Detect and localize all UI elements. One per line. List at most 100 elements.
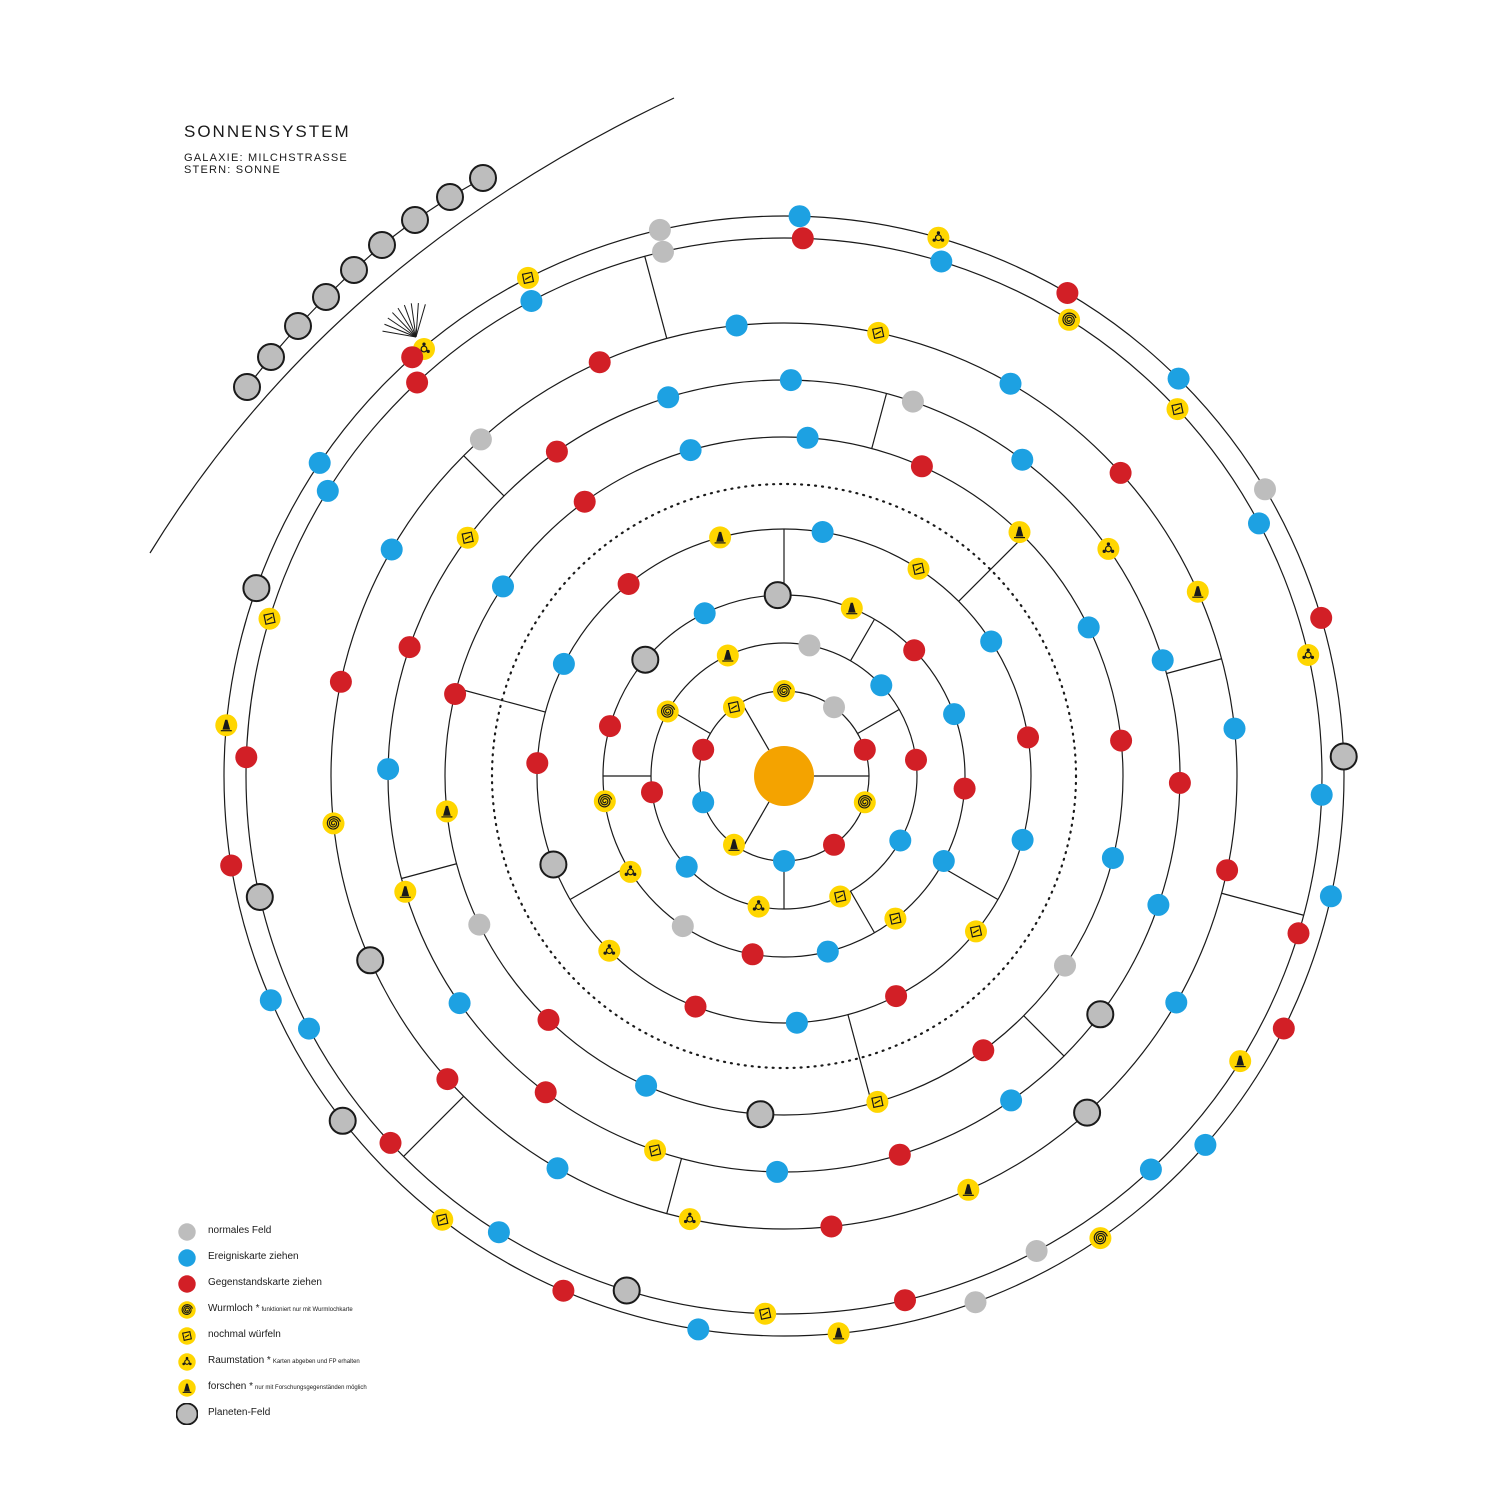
legend-swatch[interactable]	[178, 1327, 196, 1345]
field-reroll[interactable]	[829, 885, 852, 908]
field-item[interactable]	[1056, 282, 1079, 304]
field-item[interactable]	[401, 346, 424, 369]
field-wormhole[interactable]	[593, 790, 616, 813]
field-event[interactable]	[1011, 828, 1034, 851]
field-reroll[interactable]	[754, 1302, 777, 1325]
field-research[interactable]	[1229, 1050, 1252, 1073]
field-event[interactable]	[785, 1011, 808, 1034]
field-item[interactable]	[537, 1008, 560, 1031]
field-event[interactable]	[687, 1318, 710, 1341]
field-item[interactable]	[641, 781, 663, 804]
field-item[interactable]	[398, 636, 421, 659]
field-reroll[interactable]	[456, 526, 479, 549]
field-event[interactable]	[1139, 1158, 1162, 1181]
field-event[interactable]	[692, 791, 715, 814]
field-event[interactable]	[1319, 885, 1342, 908]
field-item[interactable]	[905, 748, 927, 771]
field-wormhole[interactable]	[1058, 308, 1081, 331]
field-reroll[interactable]	[907, 557, 930, 580]
field-item[interactable]	[791, 227, 814, 250]
field-item[interactable]	[1017, 726, 1039, 749]
track-field[interactable]	[436, 183, 464, 211]
field-item[interactable]	[885, 985, 908, 1008]
field-research[interactable]	[1008, 521, 1031, 544]
field-reroll[interactable]	[1166, 398, 1189, 421]
field-item[interactable]	[617, 573, 640, 595]
field-reroll[interactable]	[867, 321, 890, 344]
track-field[interactable]	[469, 164, 497, 192]
field-wormhole[interactable]	[656, 700, 679, 723]
field-research[interactable]	[215, 714, 238, 737]
field-item[interactable]	[235, 746, 258, 769]
field-wormhole[interactable]	[773, 680, 795, 702]
field-normal[interactable]	[1054, 954, 1076, 977]
field-item[interactable]	[1110, 729, 1133, 752]
field-reroll[interactable]	[723, 696, 745, 719]
field-normal[interactable]	[1254, 478, 1276, 501]
field-item[interactable]	[910, 455, 933, 478]
field-event[interactable]	[930, 250, 953, 273]
field-event[interactable]	[1223, 717, 1246, 740]
field-item[interactable]	[1287, 922, 1310, 945]
field-wormhole[interactable]	[853, 791, 876, 814]
field-planet[interactable]	[746, 1100, 775, 1129]
field-item[interactable]	[379, 1131, 402, 1154]
field-event[interactable]	[811, 521, 834, 543]
field-research[interactable]	[435, 800, 458, 823]
field-research[interactable]	[1186, 580, 1209, 603]
field-event[interactable]	[635, 1074, 658, 1097]
field-station[interactable]	[747, 895, 770, 918]
track-field[interactable]	[233, 373, 261, 401]
field-item[interactable]	[526, 752, 549, 775]
field-event[interactable]	[675, 855, 698, 878]
field-event[interactable]	[766, 1160, 789, 1183]
field-event[interactable]	[1000, 1089, 1023, 1112]
field-event[interactable]	[259, 989, 282, 1012]
field-event[interactable]	[448, 992, 471, 1015]
field-item[interactable]	[545, 440, 568, 463]
track-field[interactable]	[401, 206, 429, 234]
field-event[interactable]	[1310, 783, 1333, 806]
field-item[interactable]	[436, 1068, 459, 1091]
track-field[interactable]	[257, 343, 285, 371]
field-item[interactable]	[1216, 859, 1239, 882]
field-event[interactable]	[377, 758, 400, 781]
field-normal[interactable]	[964, 1291, 987, 1314]
field-planet[interactable]	[631, 645, 660, 674]
field-station[interactable]	[678, 1208, 701, 1231]
field-event[interactable]	[999, 372, 1022, 395]
field-item[interactable]	[220, 854, 243, 877]
field-wormhole[interactable]	[322, 812, 345, 835]
field-reroll[interactable]	[644, 1139, 667, 1162]
field-item[interactable]	[888, 1143, 911, 1166]
field-event[interactable]	[679, 439, 702, 462]
field-event[interactable]	[657, 386, 680, 409]
field-research[interactable]	[827, 1322, 850, 1345]
legend-swatch[interactable]	[178, 1249, 196, 1267]
field-planet[interactable]	[1086, 1000, 1115, 1029]
field-item[interactable]	[588, 351, 611, 374]
field-item[interactable]	[894, 1289, 916, 1312]
field-station[interactable]	[927, 226, 950, 249]
field-item[interactable]	[1168, 771, 1191, 794]
field-normal[interactable]	[671, 915, 694, 938]
field-item[interactable]	[853, 738, 876, 761]
field-item[interactable]	[1272, 1017, 1295, 1040]
field-event[interactable]	[693, 602, 716, 625]
field-reroll[interactable]	[431, 1208, 454, 1231]
legend-swatch[interactable]	[178, 1275, 196, 1293]
field-research[interactable]	[709, 526, 732, 549]
field-planet[interactable]	[1329, 742, 1358, 771]
field-item[interactable]	[820, 1215, 843, 1238]
field-reroll[interactable]	[965, 920, 987, 943]
field-event[interactable]	[779, 369, 802, 392]
field-planet[interactable]	[612, 1276, 641, 1305]
field-event[interactable]	[932, 850, 955, 872]
field-event[interactable]	[298, 1017, 320, 1040]
field-reroll[interactable]	[517, 266, 539, 289]
field-planet[interactable]	[245, 883, 274, 911]
field-item[interactable]	[741, 943, 764, 966]
field-item[interactable]	[552, 1279, 575, 1302]
field-item[interactable]	[684, 995, 707, 1018]
field-event[interactable]	[1147, 893, 1170, 916]
